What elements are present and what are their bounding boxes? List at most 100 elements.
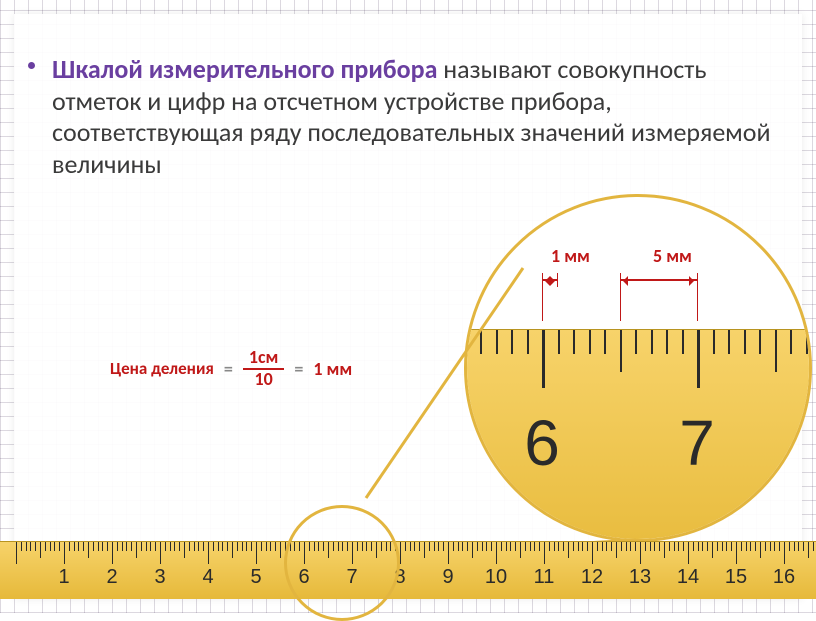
ruler-tick [659,542,660,551]
ruler-tick [616,542,617,558]
ruler-tick [266,542,267,551]
ruler-tick [592,542,593,564]
ruler-tick [136,542,137,558]
zoom-tick [775,330,777,372]
ruler-number: 5 [250,566,261,589]
zoom-ruler: 678 [464,329,812,539]
ruler-tick [587,542,588,551]
ruler-tick [501,542,502,551]
ruler-number: 3 [154,566,165,589]
ruler-tick [405,542,406,551]
full-ruler: 12345678910111213141516 [0,541,816,599]
ruler-tick [808,542,809,558]
ruler-tick [702,542,703,551]
ruler-tick [602,542,603,551]
ruler-number: 14 [677,566,699,589]
ruler-number: 9 [442,566,453,589]
ruler-number: 4 [202,566,213,589]
formula-fraction: 1см 10 [243,348,285,390]
ruler-tick [107,542,108,551]
ruler-tick [434,542,435,551]
zoom-tick [744,330,746,354]
ruler-tick [539,542,540,551]
ruler-tick [184,542,185,558]
ruler-tick [510,542,511,551]
ruler-tick [683,542,684,551]
zoom-tick [496,330,498,354]
zoom-tick [480,330,482,354]
ruler-tick [126,542,127,551]
ruler-tick [794,542,795,551]
ruler-tick [93,542,94,551]
ruler-tick [102,542,103,551]
ruler-tick [534,542,535,551]
zoom-tick [713,330,715,354]
ruler-tick [582,542,583,551]
ruler-tick [712,542,713,558]
zoom-number: 7 [679,406,715,480]
ruler-tick [491,542,492,551]
arrow-5mm [620,279,697,281]
ruler-number: 2 [106,566,117,589]
ruler-tick [496,542,497,564]
ruler-tick [438,542,439,551]
ruler-tick [414,542,415,551]
ruler-tick [203,542,204,551]
ruler-tick [146,542,147,551]
ruler-tick [760,542,761,558]
zoom-tick [806,330,808,354]
ruler-tick [160,542,161,564]
formula-result: 1 мм [313,358,352,380]
ruler-tick [35,542,36,551]
ruler-tick [698,542,699,551]
ruler-tick [222,542,223,551]
ruler-tick [717,542,718,551]
ruler-tick [568,542,569,558]
zoom-tick [759,330,761,354]
ruler-tick [78,542,79,551]
ruler-tick [227,542,228,551]
annotation-1mm: 1 мм [551,245,590,267]
ruler-tick [50,542,51,551]
ruler-tick [563,542,564,551]
ruler-number: 16 [773,566,795,589]
ruler-tick [770,542,771,551]
ruler-tick [453,542,454,551]
ruler-tick [755,542,756,551]
bullet-dot [28,62,35,69]
ruler-tick [515,542,516,551]
ruler-tick [650,542,651,551]
ruler-tick [112,542,113,564]
zoom-tick [573,330,575,354]
ruler-tick [54,542,55,551]
ruler-tick [462,542,463,551]
ruler-tick [472,542,473,558]
equals-sign-1: = [224,358,233,380]
ruler-tick [784,542,785,564]
ruler-tick [26,542,27,551]
bullet-bold-term: Шкалой измерительного прибора [52,53,437,85]
ruler-tick [635,542,636,551]
ruler-tick [208,542,209,564]
ruler-number: 1 [58,566,69,589]
arrow-1mm [542,279,558,281]
ruler-number: 15 [725,566,747,589]
ruler-tick [410,542,411,551]
ruler-tick [21,542,22,551]
formula-numerator: 1см [243,348,285,370]
ruler-tick [69,542,70,551]
formula-label: Цена деления [110,358,214,379]
ruler-tick [506,542,507,551]
ruler-number: 12 [581,566,603,589]
ruler-tick [597,542,598,551]
ruler-tick [424,542,425,558]
zoom-tick [511,330,513,354]
ruler-tick [544,542,545,564]
ruler-tick [448,542,449,564]
ruler-tick [174,542,175,551]
ruler-tick [16,542,17,564]
ruler-tick [131,542,132,551]
ruler-tick [122,542,123,551]
zoom-tick [604,330,606,354]
ruler-tick [813,542,814,551]
